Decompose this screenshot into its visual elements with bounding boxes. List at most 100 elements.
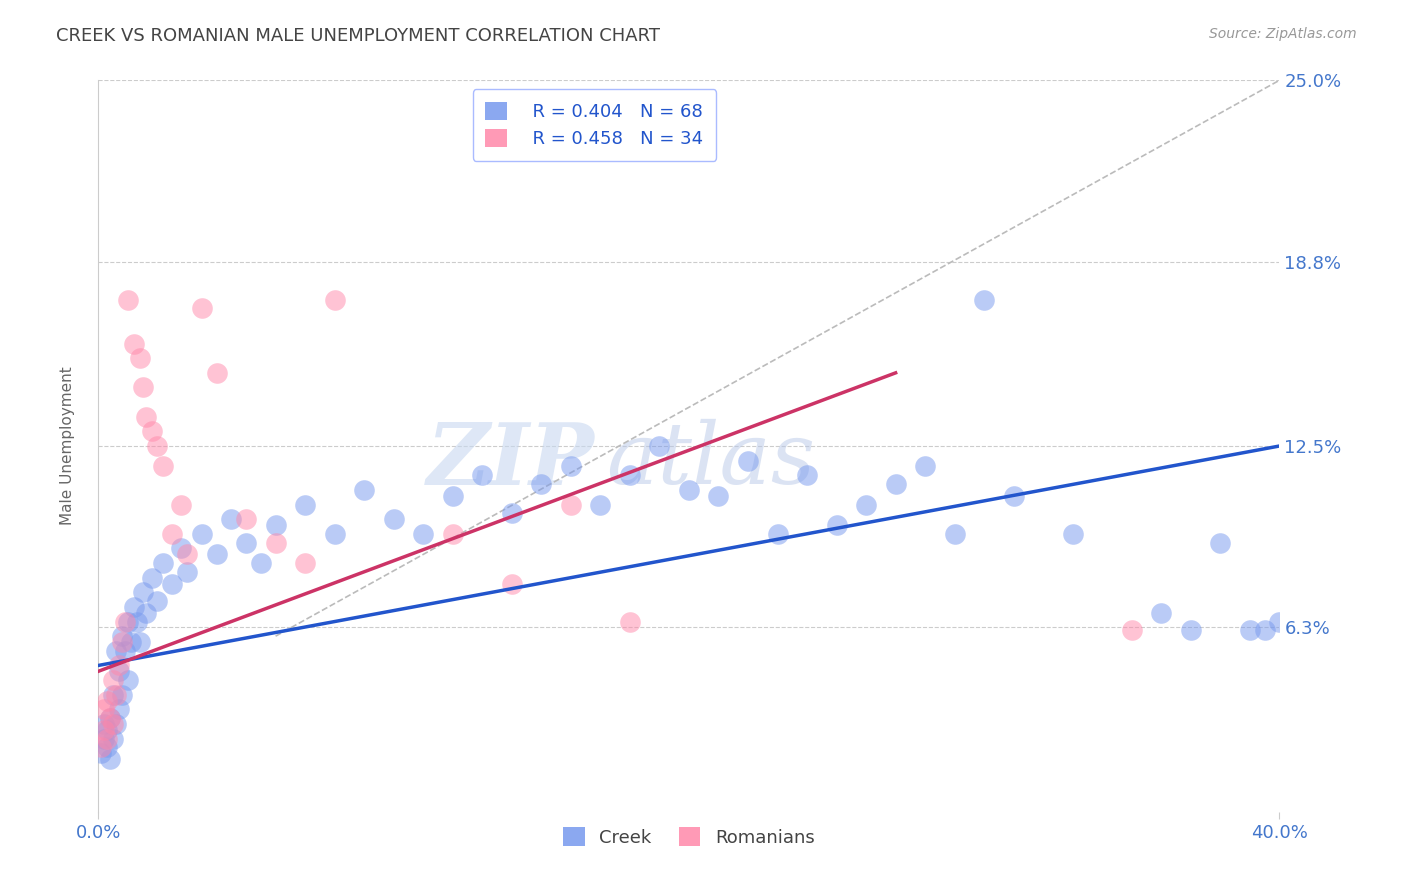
Point: [111, 635, 134, 649]
Point: [90, 740, 112, 755]
Point: [501, 506, 523, 520]
Point: [162, 576, 183, 591]
Point: [108, 658, 131, 673]
Point: [111, 629, 134, 643]
Point: [191, 301, 214, 316]
Point: [589, 498, 612, 512]
Point: [103, 673, 125, 687]
Point: [1180, 624, 1202, 638]
Point: [96, 723, 118, 737]
Point: [98, 711, 121, 725]
Point: [132, 380, 155, 394]
Point: [96, 693, 118, 707]
Point: [162, 526, 183, 541]
Point: [250, 556, 273, 570]
Point: [294, 556, 316, 570]
Point: [884, 477, 907, 491]
Point: [96, 740, 118, 755]
Point: [1002, 489, 1025, 503]
Point: [98, 752, 121, 766]
Text: Source: ZipAtlas.com: Source: ZipAtlas.com: [1209, 27, 1357, 41]
Point: [796, 468, 818, 483]
Point: [1150, 606, 1173, 620]
Point: [125, 615, 148, 629]
Point: [111, 688, 134, 702]
Point: [176, 565, 198, 579]
Point: [128, 351, 150, 366]
Point: [141, 425, 163, 439]
Point: [382, 512, 405, 526]
Point: [93, 723, 115, 737]
Point: [1254, 624, 1277, 638]
Point: [152, 556, 174, 570]
Point: [441, 489, 464, 503]
Point: [1209, 535, 1232, 549]
Point: [105, 644, 128, 658]
Point: [108, 702, 131, 716]
Point: [235, 512, 257, 526]
Point: [560, 459, 582, 474]
Point: [103, 731, 125, 746]
Point: [619, 615, 641, 629]
Point: [530, 477, 553, 491]
Point: [117, 293, 139, 307]
Point: [98, 711, 121, 725]
Point: [135, 606, 157, 620]
Point: [205, 547, 228, 561]
Point: [132, 585, 155, 599]
Point: [1268, 615, 1291, 629]
Point: [176, 547, 198, 561]
Point: [103, 717, 125, 731]
Point: [120, 635, 142, 649]
Point: [146, 594, 169, 608]
Point: [264, 535, 287, 549]
Point: [170, 541, 193, 556]
Point: [737, 453, 759, 467]
Legend: Creek, Romanians: Creek, Romanians: [555, 820, 823, 854]
Point: [412, 526, 434, 541]
Point: [146, 439, 169, 453]
Point: [323, 526, 346, 541]
Point: [353, 483, 375, 497]
Point: [471, 468, 494, 483]
Point: [973, 293, 995, 307]
Point: [914, 459, 936, 474]
Point: [128, 635, 150, 649]
Point: [855, 498, 877, 512]
Text: atlas: atlas: [606, 419, 815, 502]
Point: [205, 366, 228, 380]
Point: [93, 702, 115, 716]
Point: [122, 599, 145, 614]
Point: [105, 688, 128, 702]
Point: [122, 336, 145, 351]
Y-axis label: Male Unemployment: Male Unemployment: [60, 367, 75, 525]
Point: [235, 535, 257, 549]
Point: [294, 498, 316, 512]
Point: [1121, 624, 1143, 638]
Point: [108, 665, 131, 679]
Point: [93, 731, 115, 746]
Point: [825, 518, 848, 533]
Point: [90, 746, 112, 760]
Point: [114, 644, 136, 658]
Point: [103, 688, 125, 702]
Point: [105, 717, 128, 731]
Point: [135, 409, 157, 424]
Point: [678, 483, 700, 497]
Text: CREEK VS ROMANIAN MALE UNEMPLOYMENT CORRELATION CHART: CREEK VS ROMANIAN MALE UNEMPLOYMENT CORR…: [56, 27, 661, 45]
Point: [560, 498, 582, 512]
Point: [114, 615, 136, 629]
Point: [943, 526, 966, 541]
Point: [501, 576, 523, 591]
Point: [141, 571, 163, 585]
Point: [96, 731, 118, 746]
Text: ZIP: ZIP: [426, 419, 595, 502]
Point: [707, 489, 730, 503]
Point: [221, 512, 243, 526]
Point: [648, 439, 671, 453]
Point: [191, 526, 214, 541]
Point: [323, 293, 346, 307]
Point: [117, 615, 139, 629]
Point: [1239, 624, 1261, 638]
Point: [93, 717, 115, 731]
